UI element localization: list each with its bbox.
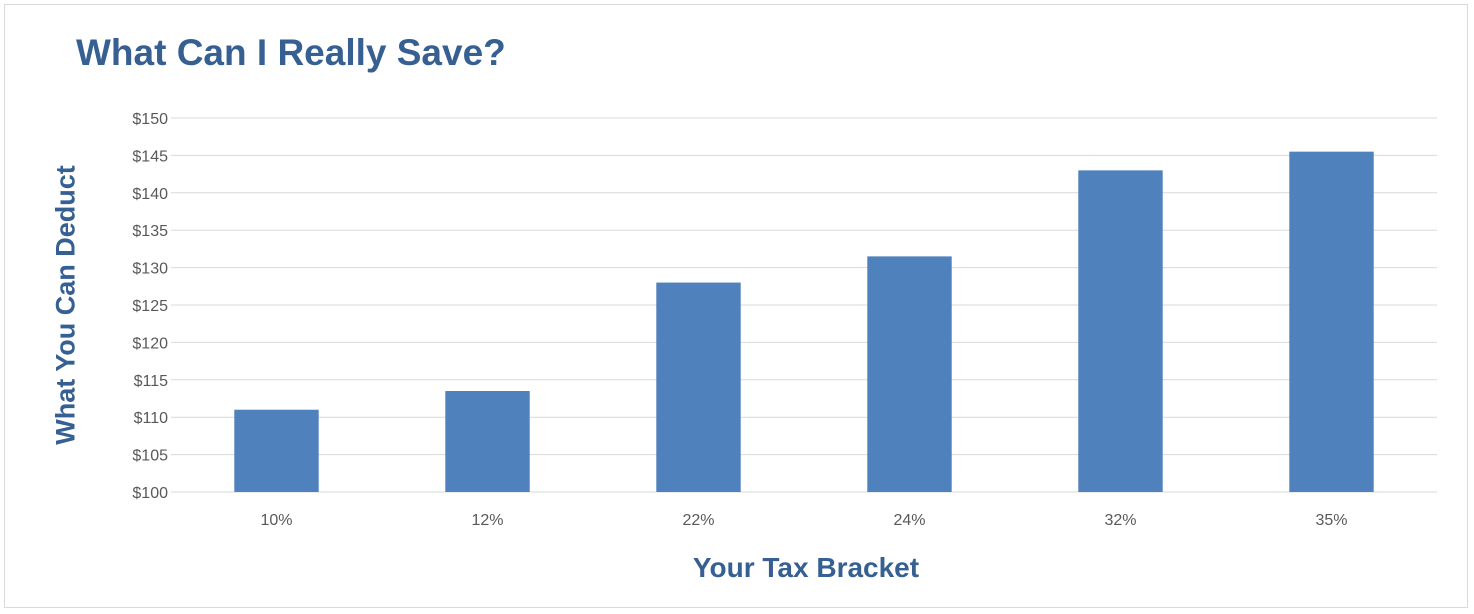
chart-title: What Can I Really Save? <box>76 32 506 73</box>
y-tick-label: $115 <box>134 373 169 390</box>
y-tick-label: $140 <box>132 186 168 203</box>
y-tick-label: $150 <box>132 111 168 128</box>
y-tick-label: $135 <box>132 223 168 240</box>
y-tick-label: $120 <box>132 335 168 352</box>
x-tick-label: 35% <box>1315 512 1347 529</box>
x-tick-label: 10% <box>260 512 292 529</box>
x-tick-label: 24% <box>893 512 925 529</box>
y-tick-label: $100 <box>132 485 168 502</box>
bar-32pct <box>1078 170 1163 493</box>
x-tick-label: 22% <box>682 512 714 529</box>
bar-35pct <box>1289 151 1374 492</box>
bar-22pct <box>656 282 741 492</box>
y-tick-label: $105 <box>132 448 168 465</box>
y-tick-label: $130 <box>132 261 168 278</box>
x-tick-label: 32% <box>1104 512 1136 529</box>
bar-12pct <box>445 391 530 492</box>
y-tick-label: $125 <box>132 298 168 315</box>
x-axis-label: Your Tax Bracket <box>692 552 920 583</box>
y-tick-label: $145 <box>132 148 168 165</box>
x-tick-label: 12% <box>471 512 503 529</box>
bar-24pct <box>867 256 952 492</box>
bar-10pct <box>234 409 319 492</box>
y-tick-label: $110 <box>134 410 169 427</box>
